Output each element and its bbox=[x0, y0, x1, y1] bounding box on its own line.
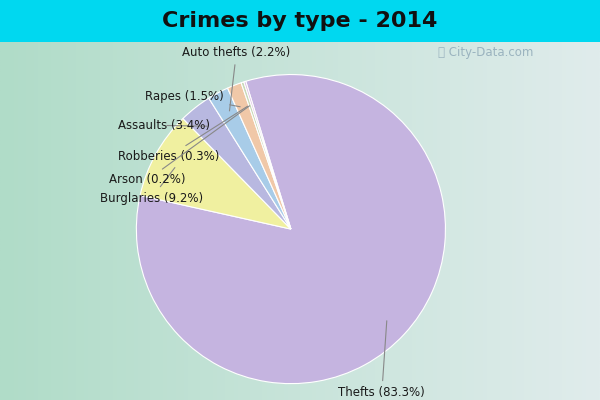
Wedge shape bbox=[227, 83, 291, 229]
Text: Auto thefts (2.2%): Auto thefts (2.2%) bbox=[182, 46, 290, 111]
Text: Burglaries (9.2%): Burglaries (9.2%) bbox=[100, 168, 203, 205]
Text: Assaults (3.4%): Assaults (3.4%) bbox=[118, 119, 210, 132]
Text: Rapes (1.5%): Rapes (1.5%) bbox=[145, 90, 240, 107]
Wedge shape bbox=[209, 88, 291, 229]
Text: Crimes by type - 2014: Crimes by type - 2014 bbox=[163, 11, 437, 31]
Text: Robberies (0.3%): Robberies (0.3%) bbox=[118, 106, 248, 163]
Text: Arson (0.2%): Arson (0.2%) bbox=[109, 106, 250, 186]
Wedge shape bbox=[244, 81, 291, 229]
Wedge shape bbox=[241, 82, 291, 229]
Wedge shape bbox=[140, 118, 291, 229]
Text: ⓘ City-Data.com: ⓘ City-Data.com bbox=[438, 46, 533, 59]
Wedge shape bbox=[136, 74, 445, 384]
Wedge shape bbox=[183, 98, 291, 229]
Text: Thefts (83.3%): Thefts (83.3%) bbox=[338, 321, 425, 399]
